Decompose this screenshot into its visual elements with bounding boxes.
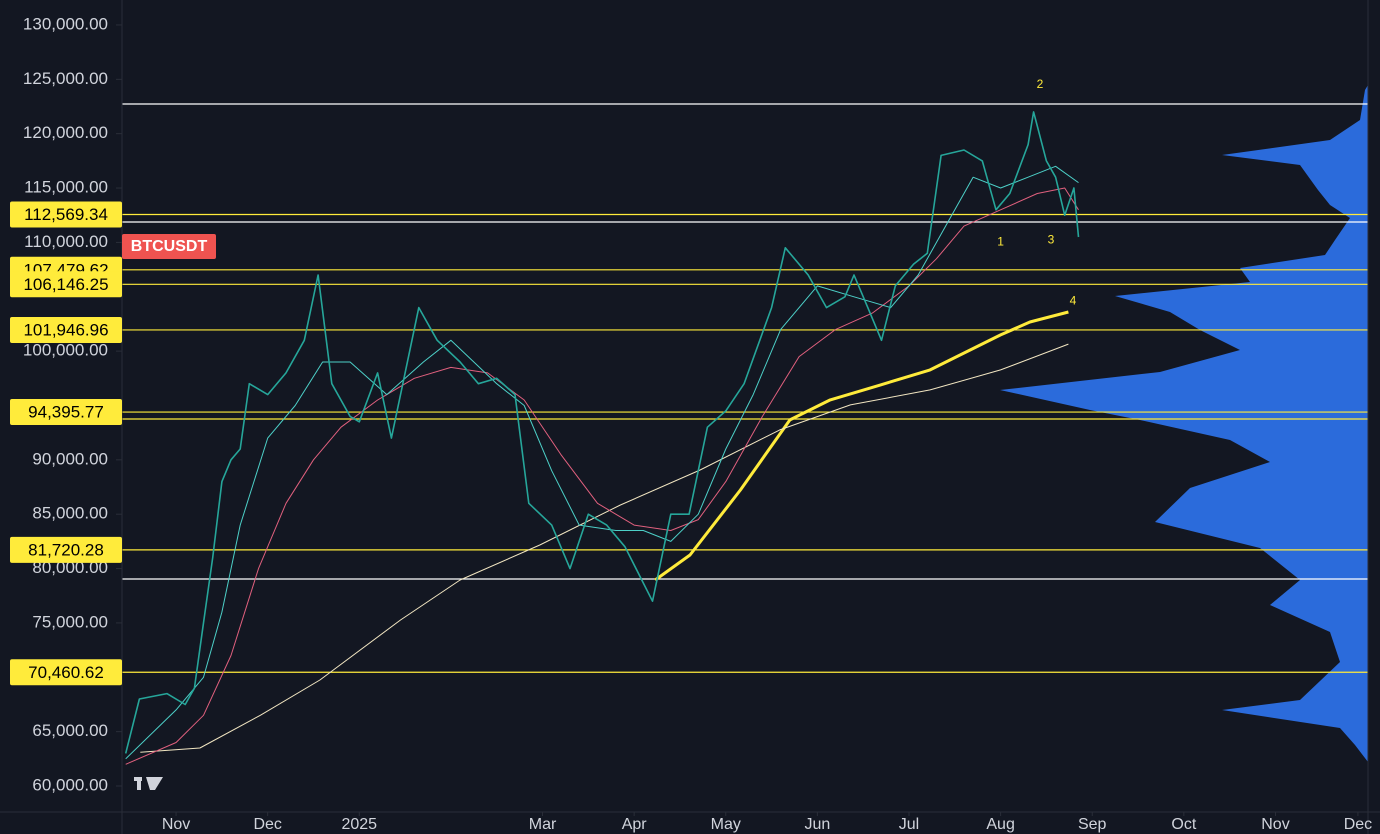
level-label-box <box>10 536 122 563</box>
level-label-box <box>10 659 122 686</box>
x-tick-label: Oct <box>1171 816 1196 833</box>
plot-area <box>122 85 1368 765</box>
level-label: 101,946.96 <box>23 320 108 339</box>
x-tick-label: Nov <box>162 816 190 833</box>
x-tick-label: Sep <box>1078 816 1107 833</box>
symbol-badge <box>122 234 216 259</box>
level-label-box <box>10 399 122 426</box>
x-tick-label: Mar <box>529 816 557 833</box>
level-label: 81,720.28 <box>28 540 104 559</box>
level-label: 112,569.34 <box>24 205 108 224</box>
level-label-box <box>10 316 122 343</box>
x-tick-label: May <box>711 816 741 833</box>
level-label-box <box>10 271 122 298</box>
y-tick-label: 115,000.00 <box>24 178 108 197</box>
annotation: 1 <box>997 235 1004 249</box>
y-tick-label: 110,000.00 <box>24 232 108 251</box>
annotation: 4 <box>1070 293 1077 307</box>
x-tick-label: Dec <box>1344 816 1372 833</box>
y-tick-label: 90,000.00 <box>32 449 108 468</box>
series-line <box>654 310 1069 582</box>
x-tick-label: Jul <box>899 816 919 833</box>
series-line <box>125 165 1079 760</box>
y-tick-label: 65,000.00 <box>32 721 108 740</box>
series-line <box>125 187 1079 765</box>
y-tick-label: 125,000.00 <box>23 69 108 88</box>
x-tick-label: Dec <box>253 816 281 833</box>
annotation: 3 <box>1048 232 1055 246</box>
level-label: 106,146.25 <box>23 275 108 294</box>
symbol-label: BTCUSDT <box>131 238 208 255</box>
x-tick-label: Apr <box>622 816 648 833</box>
x-tick-label: Nov <box>1261 816 1289 833</box>
level-label-box <box>10 201 122 228</box>
x-tick-label: Jun <box>804 816 830 833</box>
y-tick-label: 85,000.00 <box>32 504 108 523</box>
level-label: 70,460.62 <box>28 663 104 682</box>
y-tick-label: 120,000.00 <box>23 123 108 142</box>
annotation: 2 <box>1037 77 1044 91</box>
x-tick-label: Aug <box>986 816 1014 833</box>
y-tick-label: 60,000.00 <box>32 775 108 794</box>
y-tick-label: 130,000.00 <box>23 14 108 33</box>
y-tick-label: 75,000.00 <box>32 612 108 631</box>
logo <box>134 777 163 790</box>
y-tick-label: 100,000.00 <box>23 341 108 360</box>
level-label: 94,395.77 <box>28 403 104 422</box>
volume-profile <box>1000 85 1368 762</box>
series-line <box>124 111 1080 754</box>
x-tick-label: 2025 <box>341 816 377 833</box>
